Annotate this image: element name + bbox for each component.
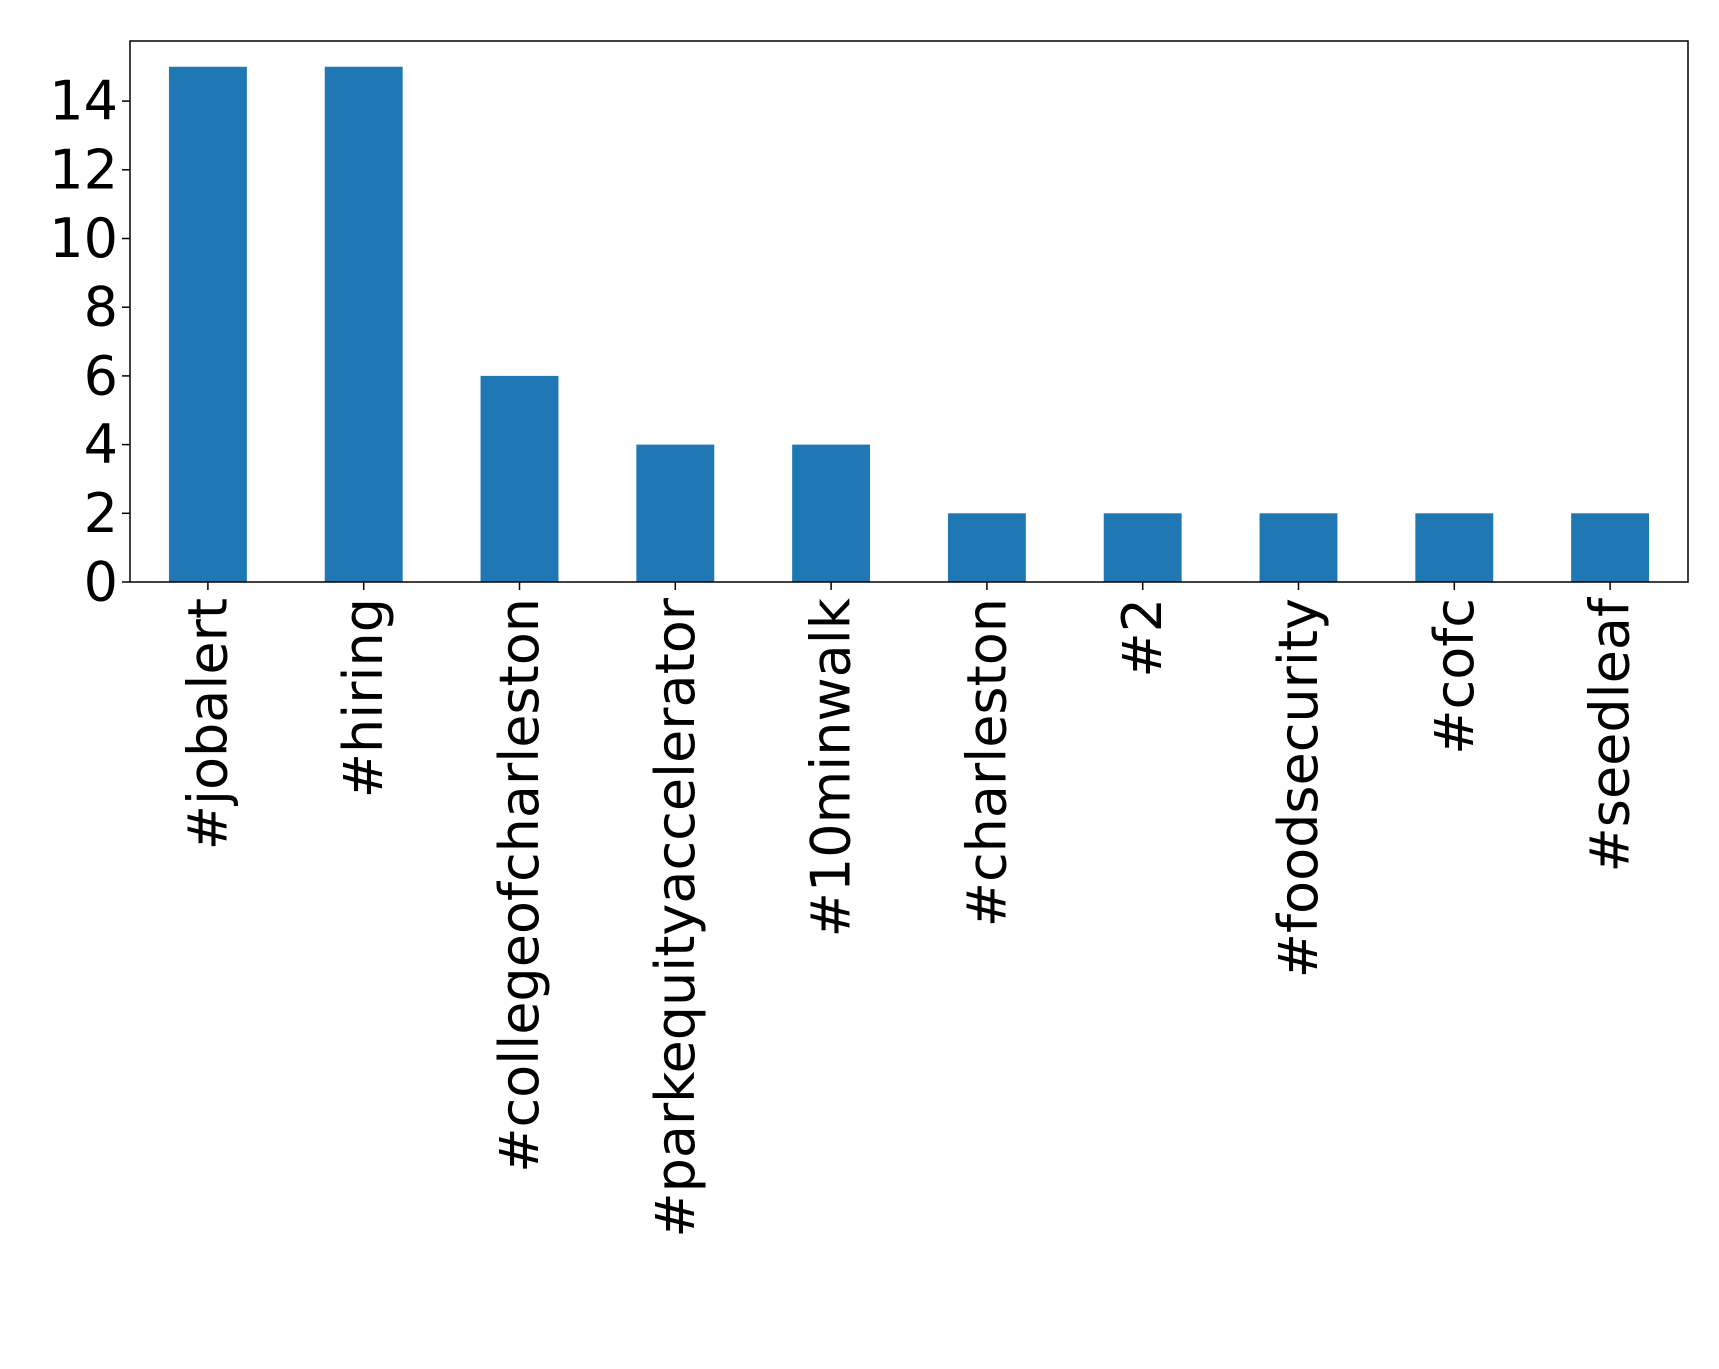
x-tick-label-7: #foodsecurity: [1267, 598, 1330, 978]
y-tick-label-5: 10: [49, 207, 118, 270]
y-tick-label-3: 6: [84, 344, 118, 407]
bar-3: [636, 444, 715, 582]
plot-frame: [129, 40, 1689, 583]
x-tick-label-9: #seedleaf: [1579, 596, 1642, 872]
x-tick-label-1: #hiring: [332, 598, 395, 798]
bar-7: [1259, 513, 1338, 582]
x-tick-label-5: #charleston: [955, 598, 1018, 927]
x-tick-label-6: #2: [1111, 598, 1174, 678]
y-tick-label-0: 0: [84, 551, 118, 614]
bar-1: [324, 66, 403, 582]
x-tick-label-8: #cofc: [1423, 598, 1486, 755]
bar-5: [947, 513, 1026, 582]
y-tick-label-1: 2: [84, 482, 118, 545]
y-tick-label-4: 8: [84, 276, 118, 339]
x-tick-label-4: #10minwalk: [800, 597, 863, 937]
x-tick-label-3: #parkequityaccelerator: [644, 597, 707, 1237]
bar-6: [1103, 513, 1182, 582]
y-tick-label-7: 14: [49, 70, 118, 133]
x-tick-label-0: #jobalert: [176, 598, 239, 850]
bar-2: [480, 375, 559, 582]
bar-0: [168, 66, 247, 582]
y-tick-label-6: 12: [49, 138, 118, 201]
x-axis-ticks: #jobalert #hiring #collegeofcharleston #par…: [176, 582, 1642, 1238]
bars-group: [168, 66, 1650, 582]
bar-9: [1571, 513, 1650, 582]
y-tick-label-2: 4: [84, 413, 118, 476]
x-tick-label-2: #collegeofcharleston: [488, 598, 551, 1173]
bar-4: [792, 444, 871, 582]
bar-8: [1415, 513, 1494, 582]
